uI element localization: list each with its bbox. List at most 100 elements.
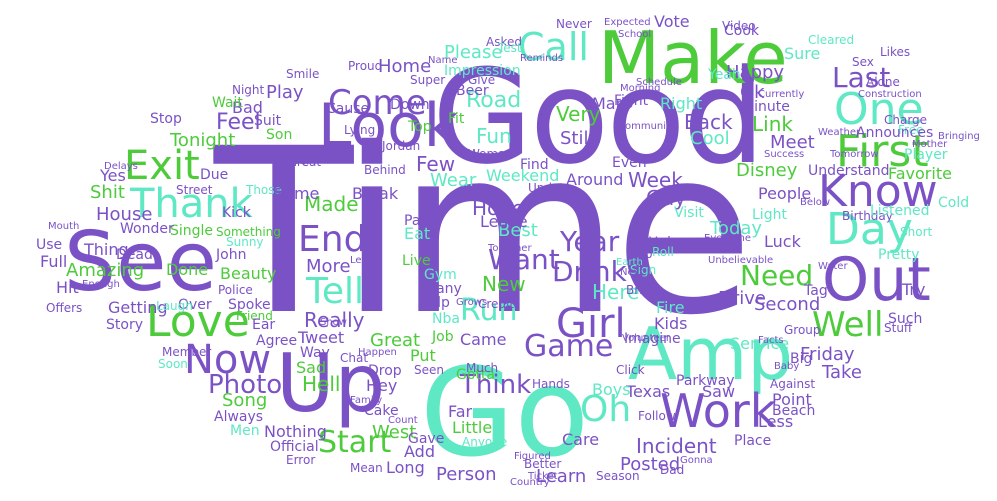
word-thing: Thing <box>84 240 129 259</box>
word-eat: Eat <box>404 224 431 243</box>
word-nba: Nba <box>432 311 460 327</box>
word-baby: Baby <box>774 361 800 372</box>
word-men: Men <box>230 423 260 439</box>
word-success: Success <box>764 149 805 160</box>
word-suit: Suit <box>254 113 282 129</box>
word-delays: Delays <box>104 161 138 172</box>
word-point: Point <box>772 390 812 409</box>
word-offers: Offers <box>46 301 83 315</box>
word-same: Same <box>274 184 320 203</box>
word-care: Care <box>562 430 600 449</box>
word-well: Well <box>812 305 884 345</box>
word-came: Came <box>460 330 507 349</box>
word-dad: Dad <box>660 463 685 477</box>
word-beauty: Beauty <box>220 264 277 283</box>
word-hell: Hell <box>302 372 341 396</box>
word-beer: Beer <box>456 83 489 99</box>
word-drive: Drive <box>718 288 766 309</box>
word-likes: Likes <box>880 45 911 59</box>
word-best: Best <box>498 220 538 241</box>
word-first: First <box>836 126 929 177</box>
word-amp: Amp <box>628 312 794 396</box>
word-mother: Mother <box>912 139 948 150</box>
word-fun: Fun <box>476 124 512 148</box>
word-still: Still <box>560 128 594 149</box>
word-exit: Exit <box>124 143 200 189</box>
word-ok: Ok <box>740 82 765 103</box>
word-asked: Asked <box>486 35 522 49</box>
word-threat: Threat <box>282 155 322 169</box>
word-much: Much <box>466 361 499 375</box>
word-single: Single <box>170 223 214 239</box>
word-please: Please <box>444 42 503 63</box>
word-full: Full <box>40 252 68 271</box>
word-video: Video <box>722 19 756 33</box>
word-police: Police <box>218 283 253 297</box>
word-even: Even <box>612 155 647 171</box>
word-meet: Meet <box>770 132 815 153</box>
word-parkway: Parkway <box>676 373 735 389</box>
word-roll: Roll <box>652 245 674 259</box>
word-short: Short <box>900 225 933 239</box>
word-many: Many <box>424 281 462 297</box>
word-better: Better <box>524 457 562 471</box>
word-drink: Drink <box>552 255 627 288</box>
word-friday: Friday <box>800 344 855 365</box>
word-mouth: Mouth <box>48 221 80 232</box>
word-such: Such <box>888 311 923 327</box>
word-song: Song <box>222 390 268 411</box>
word-favorite: Favorite <box>888 164 952 183</box>
word-down: Down <box>390 97 430 113</box>
word-mean: Mean <box>350 461 383 475</box>
word-service: Service <box>730 334 790 353</box>
word-road: Road <box>466 88 522 113</box>
word-very: Very <box>556 102 601 126</box>
word-guy: Guy <box>646 186 687 210</box>
word-tell: Tell <box>306 271 365 312</box>
word-play: Play <box>266 82 304 103</box>
word-two: Two <box>630 247 653 261</box>
word-proud: Proud <box>348 59 383 73</box>
word-give: Give <box>468 73 496 87</box>
word-expected: Expected <box>604 17 651 28</box>
word-right: Right <box>660 94 703 113</box>
word-way: Way <box>300 345 330 361</box>
word-run: Run <box>460 293 518 328</box>
word-listened: Listened <box>870 203 930 219</box>
word-something: Something <box>216 225 281 239</box>
word-follow: Follow <box>638 409 676 423</box>
word-dead: Dead <box>116 247 153 263</box>
word-maybe: Maybe <box>214 147 254 161</box>
word-error: Error <box>286 453 316 467</box>
word-reminds: Reminds <box>520 53 564 64</box>
word-always: Always <box>214 409 264 425</box>
word-add: Add <box>404 442 435 461</box>
word-announces: Announces <box>856 125 934 141</box>
word-hope: Hope <box>472 196 525 220</box>
word-amazing: Amazing <box>66 260 145 281</box>
word-ear: Ear <box>252 317 276 333</box>
word-yeah: Yeah <box>708 67 741 83</box>
word-tomorrow: Tomorrow <box>830 149 879 160</box>
word-seen: Seen <box>414 363 444 377</box>
word-member: Member <box>162 345 212 359</box>
word-stuff: Stuff <box>884 321 913 335</box>
word-weekend: Weekend <box>486 166 560 185</box>
word-beach: Beach <box>772 403 816 419</box>
word-cold: Cold <box>938 195 970 211</box>
word-imagine: Imagine <box>624 331 681 347</box>
word-think: Think <box>460 370 532 400</box>
word-super: Super <box>410 73 446 87</box>
word-second: Second <box>754 294 821 315</box>
word-tweet: Tweet <box>298 328 345 347</box>
word-construction: Construction <box>858 89 922 100</box>
word-visit: Visit <box>674 205 704 221</box>
word-want: Want <box>488 243 560 276</box>
word-one: One <box>834 84 924 135</box>
word-end: End <box>298 219 367 260</box>
word-sex: Sex <box>852 55 874 69</box>
word-impression: Impression <box>444 63 521 79</box>
word-bringing: Bringing <box>938 131 980 142</box>
word-anyone: Anyone <box>462 435 508 449</box>
word-cool: Cool <box>690 128 730 149</box>
